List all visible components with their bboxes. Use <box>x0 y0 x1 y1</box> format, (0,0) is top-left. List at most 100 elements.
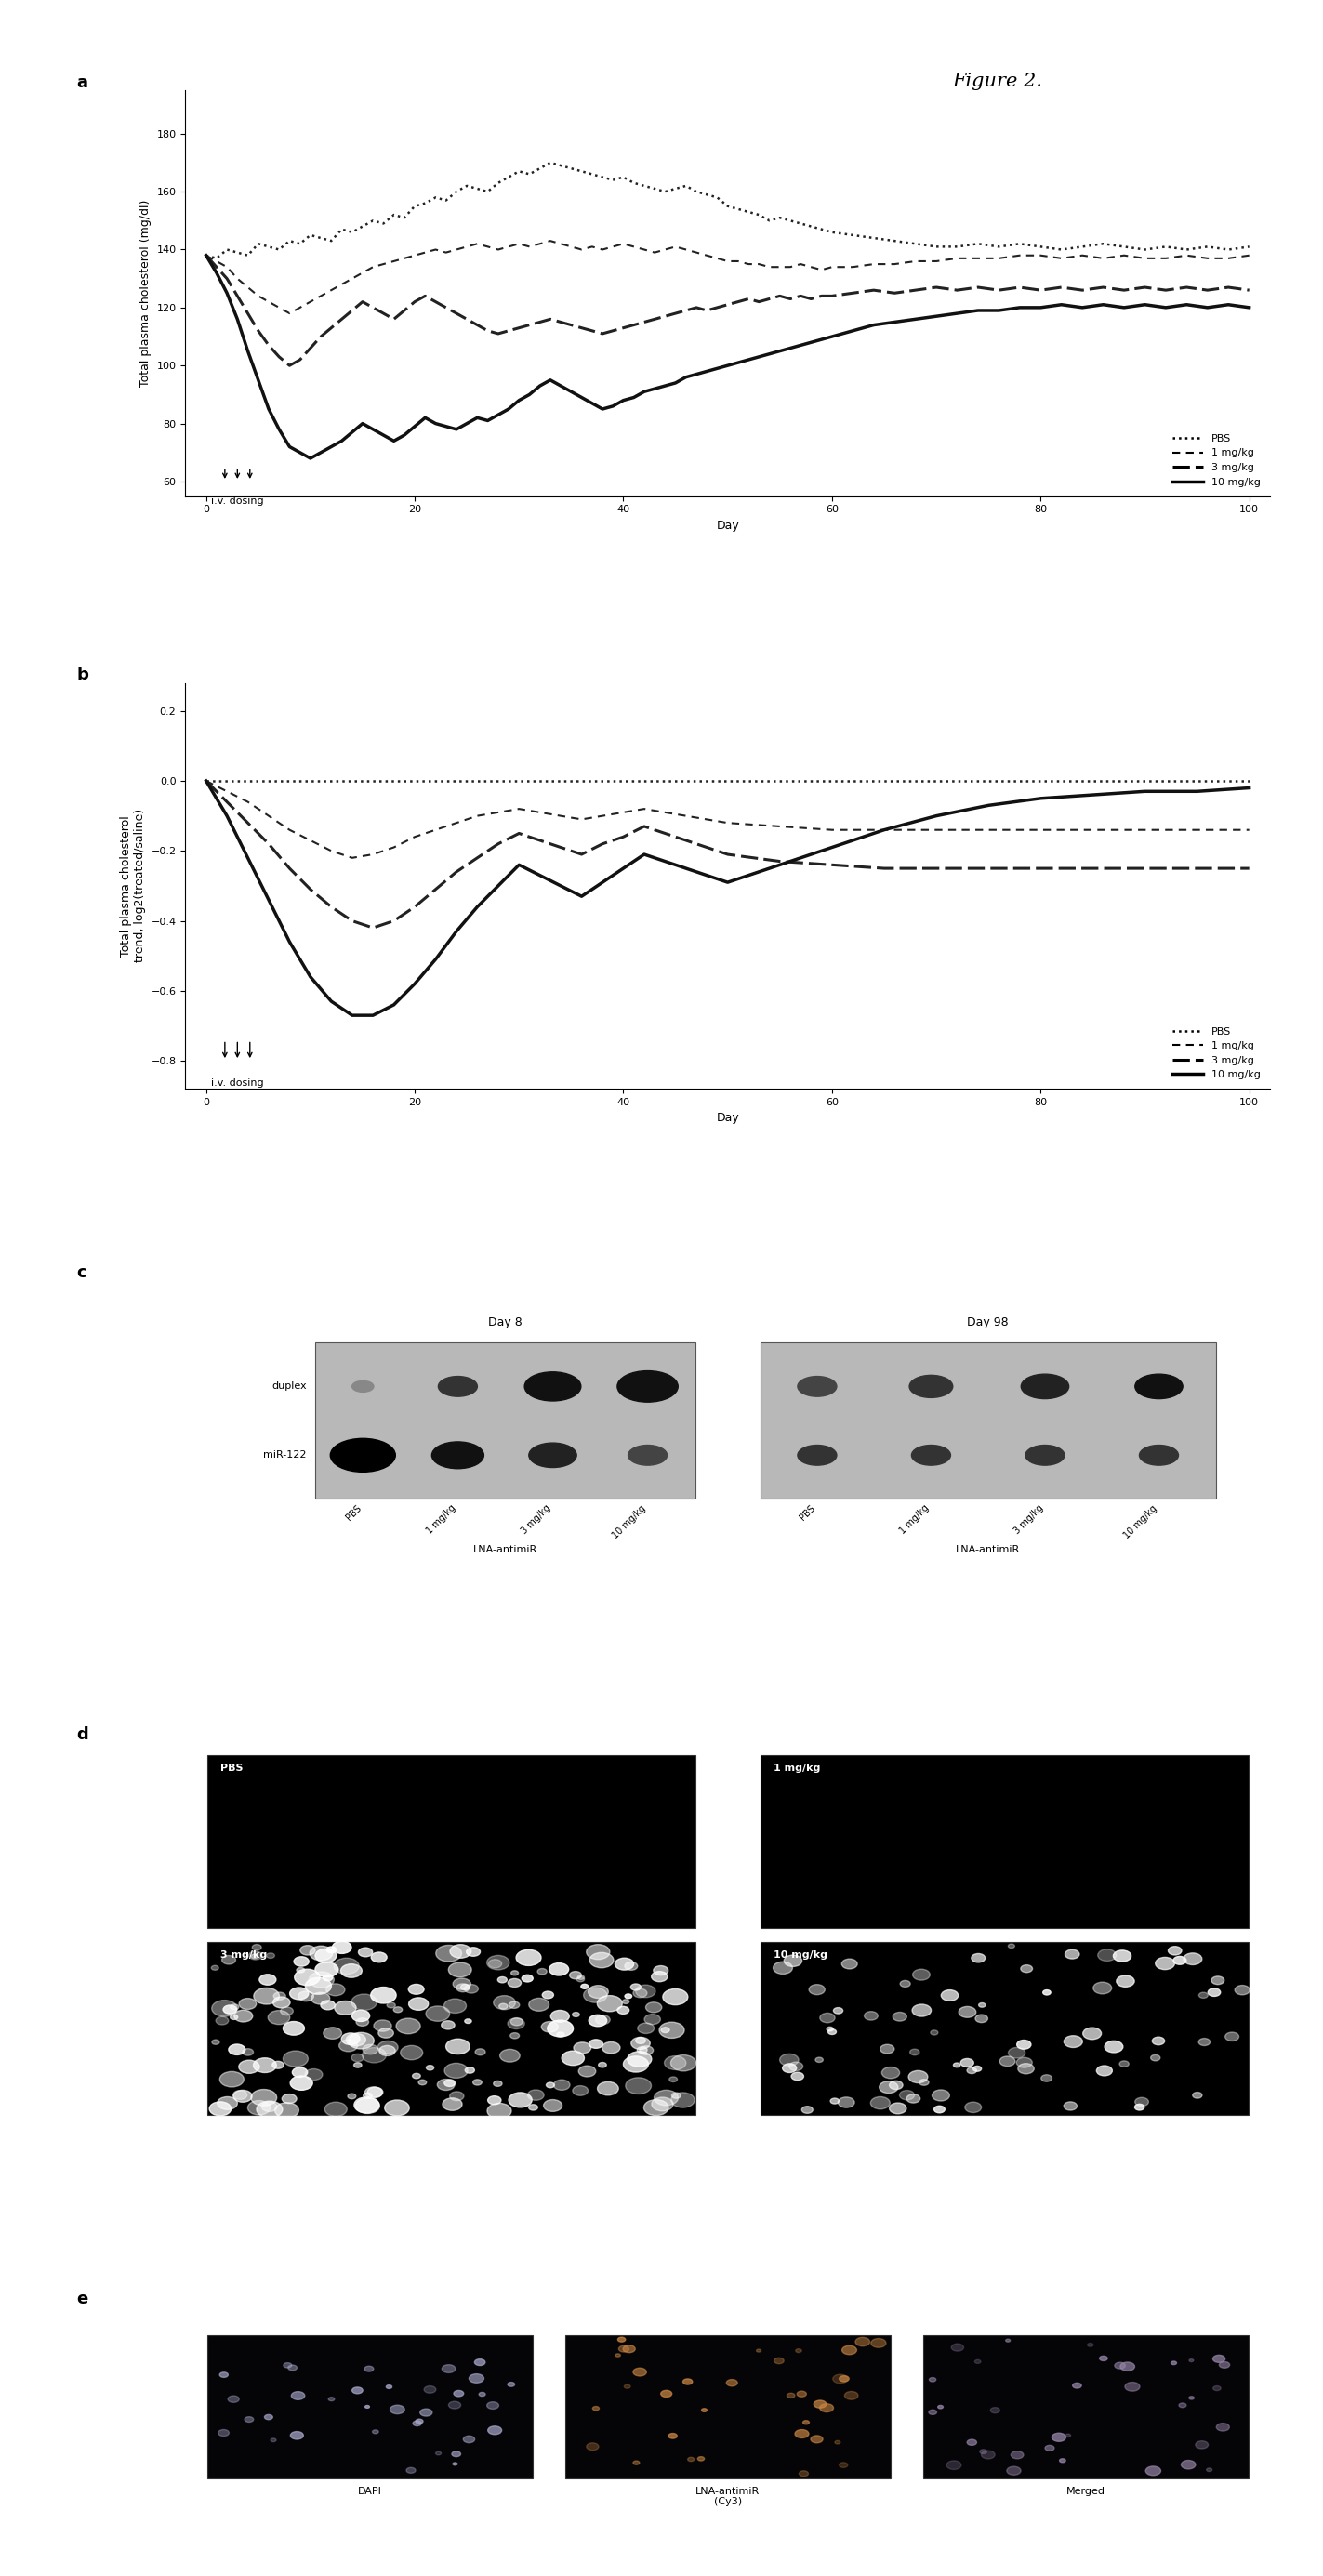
Circle shape <box>802 2107 812 2112</box>
Circle shape <box>906 2094 921 2102</box>
Circle shape <box>508 2017 525 2030</box>
Circle shape <box>835 2439 840 2445</box>
Circle shape <box>1234 1986 1250 1994</box>
Circle shape <box>353 2063 361 2069</box>
Circle shape <box>1119 2061 1129 2066</box>
Circle shape <box>844 2391 859 2401</box>
Circle shape <box>799 2470 808 2476</box>
Circle shape <box>668 2434 677 2439</box>
Circle shape <box>511 2017 523 2025</box>
Circle shape <box>889 2102 906 2115</box>
Circle shape <box>401 2045 423 2061</box>
Circle shape <box>912 2004 931 2017</box>
Circle shape <box>839 2463 848 2468</box>
Circle shape <box>1065 2434 1070 2437</box>
Circle shape <box>479 2393 486 2396</box>
Circle shape <box>363 2045 378 2053</box>
Circle shape <box>454 2391 463 2396</box>
Circle shape <box>639 2045 654 2056</box>
Circle shape <box>638 2022 655 2032</box>
Circle shape <box>499 2004 508 2009</box>
Circle shape <box>300 1945 315 1955</box>
Circle shape <box>426 2066 434 2071</box>
Circle shape <box>328 2398 335 2401</box>
Circle shape <box>365 2087 382 2097</box>
Text: duplex: duplex <box>271 1381 307 1391</box>
Circle shape <box>488 2097 501 2105</box>
Circle shape <box>672 2092 681 2099</box>
Circle shape <box>355 2097 380 2112</box>
Circle shape <box>1208 1989 1221 1996</box>
Circle shape <box>413 2421 421 2427</box>
Circle shape <box>1025 1445 1065 1466</box>
Circle shape <box>1008 2048 1025 2058</box>
Text: Day 98: Day 98 <box>967 1316 1008 1329</box>
Circle shape <box>282 2094 296 2105</box>
Circle shape <box>365 2406 369 2409</box>
Circle shape <box>222 1955 235 1965</box>
Text: 1 mg/kg: 1 mg/kg <box>898 1504 931 1535</box>
Bar <box>761 1754 1249 1929</box>
Text: Merged: Merged <box>1066 2486 1105 2496</box>
Circle shape <box>373 2020 392 2032</box>
Circle shape <box>909 1376 953 1399</box>
Circle shape <box>275 2102 299 2117</box>
Circle shape <box>773 1963 792 1973</box>
Circle shape <box>348 2032 374 2048</box>
Circle shape <box>946 2460 962 2470</box>
Circle shape <box>296 1968 304 1973</box>
Circle shape <box>618 2336 626 2342</box>
Circle shape <box>209 2102 232 2115</box>
Circle shape <box>409 1996 429 2009</box>
Circle shape <box>880 2045 894 2053</box>
Circle shape <box>573 2087 589 2097</box>
Circle shape <box>372 2429 378 2434</box>
Circle shape <box>972 2066 982 2071</box>
Circle shape <box>864 2012 878 2020</box>
Circle shape <box>1017 2063 1035 2074</box>
Circle shape <box>544 2099 562 2112</box>
Circle shape <box>1135 2097 1148 2107</box>
Circle shape <box>1065 1950 1080 1958</box>
Bar <box>315 1342 695 1499</box>
Circle shape <box>631 1984 640 1991</box>
Circle shape <box>938 2406 943 2409</box>
Circle shape <box>971 1953 986 1963</box>
Circle shape <box>341 2032 360 2045</box>
Circle shape <box>245 2416 254 2421</box>
Circle shape <box>688 2458 695 2460</box>
Text: a: a <box>77 75 87 90</box>
Circle shape <box>583 1989 607 2002</box>
Circle shape <box>1045 2445 1054 2450</box>
Text: LNA-antimiR: LNA-antimiR <box>955 1546 1020 1553</box>
Circle shape <box>332 1942 352 1953</box>
Circle shape <box>634 1989 647 1996</box>
Text: LNA-antimiR: LNA-antimiR <box>474 1546 537 1553</box>
Circle shape <box>341 1963 363 1978</box>
Circle shape <box>386 2002 396 2007</box>
Circle shape <box>798 1445 836 1466</box>
Circle shape <box>954 2063 960 2069</box>
Circle shape <box>833 2007 843 2014</box>
Circle shape <box>435 1945 462 1960</box>
Circle shape <box>247 2099 270 2115</box>
Bar <box>206 1942 695 2115</box>
Circle shape <box>270 2439 277 2442</box>
Circle shape <box>785 1955 802 1965</box>
Circle shape <box>464 2020 471 2022</box>
Circle shape <box>654 2089 679 2105</box>
Circle shape <box>283 2050 308 2066</box>
Circle shape <box>325 1984 345 1996</box>
Circle shape <box>310 1945 332 1960</box>
Circle shape <box>644 2099 668 2115</box>
Circle shape <box>1135 2105 1144 2110</box>
Circle shape <box>1117 1976 1134 1986</box>
Circle shape <box>624 1963 638 1971</box>
Circle shape <box>396 2017 421 2035</box>
Circle shape <box>832 2375 848 2383</box>
Circle shape <box>1151 2056 1160 2061</box>
Circle shape <box>652 2097 673 2110</box>
Circle shape <box>795 2349 802 2352</box>
Circle shape <box>671 2092 695 2107</box>
Circle shape <box>1121 2362 1135 2370</box>
